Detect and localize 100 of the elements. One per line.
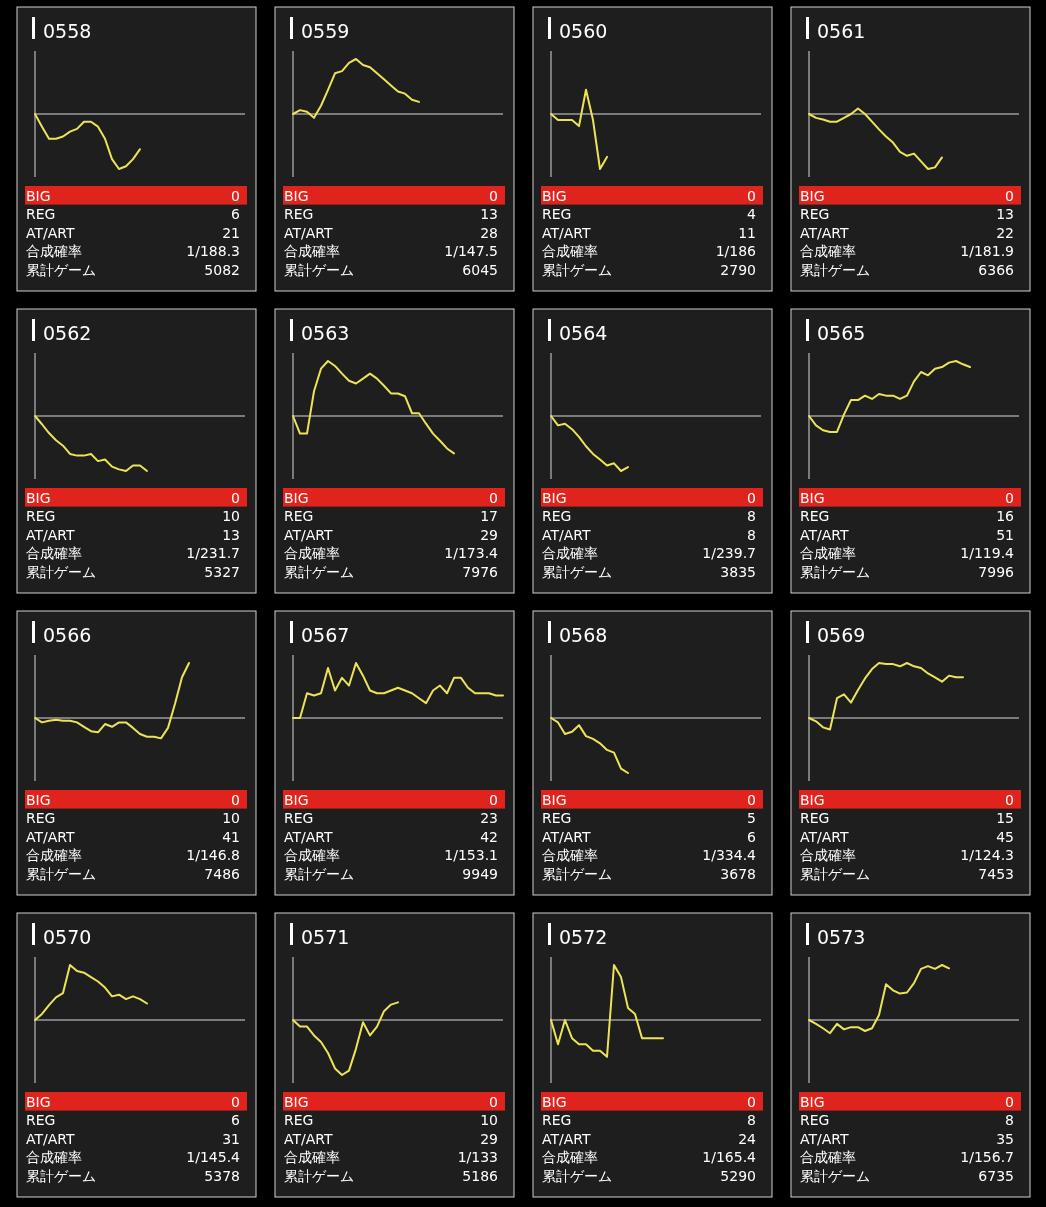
text: 合成確率 [800,243,856,260]
text: 1/153.1 [444,847,498,864]
text: 累計ゲーム [26,1167,96,1184]
text: 0 [231,791,240,808]
text: 累計ゲーム [800,563,870,580]
text: 累計ゲーム [800,1167,870,1184]
text: REG [26,810,56,827]
text: REG [284,1112,314,1129]
text: 5186 [462,1167,499,1184]
text: BIG [800,791,825,808]
text: 合成確率 [26,545,82,562]
chart-title: 0562 [43,322,92,344]
text: REG [284,206,314,223]
text: AT/ART [26,526,76,543]
text: REG [26,1112,56,1129]
text: BIG [26,1093,51,1110]
text: 22 [996,224,1014,241]
text: 合成確率 [284,545,340,562]
text: 29 [480,526,498,543]
text: 35 [996,1130,1014,1147]
chart-title: 0559 [301,20,350,42]
text: 5082 [204,261,240,278]
text: 0 [1005,187,1014,204]
text: 累計ゲーム [284,261,354,278]
text: 1/147.5 [444,243,498,260]
chart-title: 0561 [817,20,866,42]
text: 6045 [462,261,498,278]
text: 合成確率 [26,243,82,260]
text: BIG [542,187,567,204]
text: REG [542,508,572,525]
text: BIG [800,489,825,506]
text: 10 [222,810,240,827]
text: 合成確率 [542,847,598,864]
chart-title: 0567 [301,624,350,646]
text: BIG [800,1093,825,1110]
text: 0 [1005,791,1014,808]
text: 2790 [720,261,756,278]
text: 29 [480,1130,498,1147]
chart-title: 0570 [43,926,92,948]
text: 合成確率 [800,847,856,864]
text: 5327 [204,563,240,580]
text: 累計ゲーム [542,1167,612,1184]
text: 0 [747,489,756,506]
text: 1/173.4 [444,545,499,562]
text: 28 [480,224,498,241]
text: 累計ゲーム [284,563,354,580]
text: 0 [489,791,498,808]
text: 0 [489,489,498,506]
text: REG [26,508,56,525]
text: 9949 [462,865,498,882]
text: 16 [996,508,1015,525]
text: 累計ゲーム [542,261,612,278]
text: 1/231.7 [186,545,240,562]
text: 4 [747,206,757,223]
text: 1/119.4 [960,545,1015,562]
text: REG [800,810,830,827]
chart-title: 0565 [817,322,866,344]
text: REG [800,1112,830,1129]
text: AT/ART [26,1130,76,1147]
text: 0 [231,187,240,204]
text: 0 [747,1093,756,1110]
chart-title: 0571 [301,926,350,948]
text: 1/165.4 [702,1149,757,1166]
text: 13 [996,206,1014,223]
text: 累計ゲーム [26,261,96,278]
chart-title: 0572 [559,926,608,948]
text: BIG [284,489,309,506]
text: 累計ゲーム [284,865,354,882]
text: REG [542,810,572,827]
text: 合成確率 [800,545,856,562]
text: REG [26,206,56,223]
text: 5378 [204,1167,240,1184]
text: 6735 [978,1167,1014,1184]
chart-title: 0560 [559,20,608,42]
text: 合成確率 [26,1149,82,1166]
text: 10 [480,1112,498,1129]
text: BIG [542,1093,567,1110]
text: 累計ゲーム [800,261,870,278]
text: 31 [222,1130,240,1147]
text: 41 [222,828,240,845]
text: AT/ART [284,224,334,241]
text: 累計ゲーム [542,865,612,882]
text: 累計ゲーム [284,1167,354,1184]
text: 合成確率 [284,847,340,864]
text: 10 [222,508,240,525]
text: 6 [231,1112,241,1129]
text: 11 [738,224,756,241]
text: 8 [747,508,756,525]
text: 累計ゲーム [542,563,612,580]
text: REG [800,508,830,525]
text: 7976 [462,563,499,580]
text: REG [542,206,572,223]
text: 累計ゲーム [26,865,96,882]
text: AT/ART [800,828,850,845]
text: 1/239.7 [702,545,756,562]
text: 51 [996,526,1014,543]
chart-title: 0566 [43,624,92,646]
text: AT/ART [800,1130,850,1147]
text: 0 [231,489,240,506]
text: AT/ART [284,526,334,543]
